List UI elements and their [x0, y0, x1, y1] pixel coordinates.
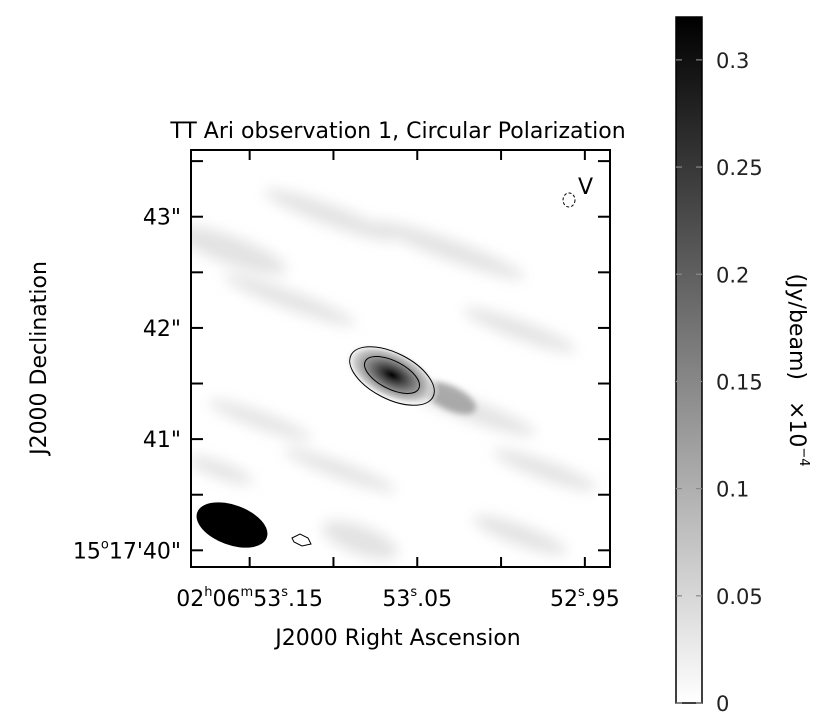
- plot-frame: [190, 149, 611, 568]
- y-tick-label: 41": [143, 428, 181, 453]
- dec-minutes: 17': [109, 539, 143, 564]
- noise-stripe: [191, 455, 254, 485]
- ra-seconds-fraction: .95: [585, 587, 620, 612]
- y-axis-title: J2000 Declination: [27, 261, 52, 457]
- x-tick-label: 02h06m53s.15: [176, 585, 323, 612]
- x-axis-title: J2000 Right Ascension: [273, 626, 520, 651]
- colorbar-tick-label: 0.3: [716, 49, 749, 73]
- noise-stripe: [463, 307, 577, 353]
- dec-degrees: 15: [73, 539, 101, 564]
- noise-stripes: [191, 189, 597, 559]
- contour-inner: [364, 356, 420, 394]
- colorbar: [675, 16, 703, 704]
- colorbar-title: (Jy/beam) ×10−4: [784, 273, 811, 466]
- plot-area: [191, 150, 610, 567]
- y-axis: 15o17'40" 41" 42" 43": [73, 160, 610, 564]
- colorbar-tick-label: 0.25: [716, 156, 763, 180]
- x-tick-label: 53s.05: [382, 585, 452, 612]
- dec-label: 42": [143, 317, 181, 342]
- dec-label: 41": [143, 428, 181, 453]
- y-tick-label: 42": [143, 317, 181, 342]
- ra-seconds: 53: [382, 587, 410, 612]
- colorbar-tick-label: 0.05: [716, 585, 763, 609]
- dec-seconds: 40": [143, 539, 181, 564]
- ra-seconds-fraction: .05: [417, 587, 452, 612]
- x-axis: 02h06m53s.15 53s.05 52s.95: [176, 150, 620, 612]
- colorbar-tick-label: 0.15: [716, 370, 763, 394]
- colorbar-tick-label: 0.2: [716, 263, 749, 287]
- ra-seconds: 52: [550, 587, 578, 612]
- noise-stripe: [472, 515, 568, 555]
- noise-stripe: [374, 221, 526, 279]
- colorbar-exponent: −4: [796, 447, 811, 466]
- noise-stripe: [493, 449, 597, 491]
- beam-ellipse: [196, 502, 268, 548]
- stokes-label: V: [578, 175, 593, 200]
- ra-seconds-unit: s: [410, 585, 417, 600]
- x-tick-label: 52s.95: [550, 585, 620, 612]
- colorbar-ticks: 0 0.05 0.1 0.15 0.2 0.25 0.3: [676, 49, 763, 716]
- ra-seconds: 53: [253, 587, 281, 612]
- colorbar-multiplier: ×10: [784, 401, 809, 447]
- colorbar-unit: (Jy/beam): [784, 273, 809, 380]
- y-tick-label: 15o17'40": [73, 537, 181, 564]
- contour-outer: [349, 346, 435, 406]
- noise-stripe: [322, 521, 398, 559]
- y-tick-label: 43": [143, 206, 181, 231]
- ra-seconds-unit: s: [281, 585, 288, 600]
- ra-minutes-unit: m: [241, 585, 254, 600]
- ra-hours-unit: h: [204, 585, 212, 600]
- chart-title: TT Ari observation 1, Circular Polarizat…: [169, 119, 625, 144]
- ra-hours: 02: [176, 587, 204, 612]
- dec-degrees-unit: o: [101, 537, 109, 552]
- noise-stripe: [283, 448, 397, 492]
- colorbar-tick-label: 0.1: [716, 478, 749, 502]
- ra-seconds-unit: s: [578, 585, 585, 600]
- contour-small: [291, 533, 312, 547]
- noise-stripe: [264, 189, 396, 241]
- dec-label: 43": [143, 206, 181, 231]
- noise-stripe: [208, 399, 312, 441]
- contour-negative: [562, 192, 576, 208]
- ra-seconds-fraction: .15: [288, 587, 323, 612]
- colorbar-tick-label: 0: [716, 692, 729, 716]
- noise-stripe: [191, 225, 287, 275]
- noise-stripe: [224, 274, 356, 326]
- svg-text:(Jy/beam) ×10−4: (Jy/beam) ×10−4: [784, 273, 811, 466]
- ra-minutes: 06: [213, 587, 241, 612]
